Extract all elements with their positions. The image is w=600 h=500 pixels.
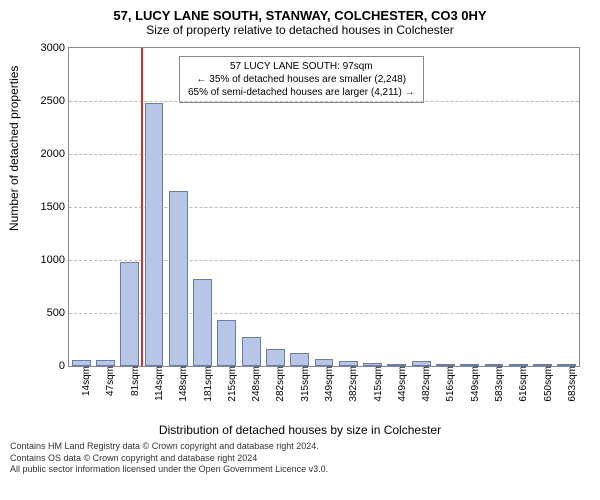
x-tick-label: 415sqm xyxy=(371,366,384,402)
histogram-bar xyxy=(315,359,334,366)
histogram-bar xyxy=(145,103,164,366)
x-tick-label: 683sqm xyxy=(565,366,578,402)
chart-title-line1: 57, LUCY LANE SOUTH, STANWAY, COLCHESTER… xyxy=(10,8,590,23)
histogram-bar xyxy=(242,337,261,366)
gridline xyxy=(69,101,579,102)
x-tick-label: 616sqm xyxy=(516,366,529,402)
footer: Contains HM Land Registry data © Crown c… xyxy=(10,441,590,476)
chart-container: 57, LUCY LANE SOUTH, STANWAY, COLCHESTER… xyxy=(0,0,600,500)
x-tick-label: 516sqm xyxy=(443,366,456,402)
footer-line-2: Contains OS data © Crown copyright and d… xyxy=(10,453,590,465)
histogram-bar xyxy=(169,191,188,366)
info-line-3: 65% of semi-detached houses are larger (… xyxy=(188,86,415,99)
histogram-bar xyxy=(266,349,285,366)
footer-line-3: All public sector information licensed u… xyxy=(10,464,590,476)
y-tick-label: 500 xyxy=(47,307,69,319)
x-tick-label: 81sqm xyxy=(128,366,141,396)
x-tick-label: 382sqm xyxy=(346,366,359,402)
x-tick-label: 215sqm xyxy=(225,366,238,402)
x-tick-label: 282sqm xyxy=(273,366,286,402)
y-axis-label: Number of detached properties xyxy=(7,66,21,231)
x-tick-label: 650sqm xyxy=(541,366,554,402)
info-line-2: ← 35% of detached houses are smaller (2,… xyxy=(188,73,415,86)
info-box: 57 LUCY LANE SOUTH: 97sqm ← 35% of detac… xyxy=(179,56,424,103)
histogram-bar xyxy=(120,262,139,366)
histogram-bar xyxy=(290,353,309,366)
x-tick-label: 482sqm xyxy=(419,366,432,402)
x-tick-label: 47sqm xyxy=(103,366,116,396)
x-axis-label: Distribution of detached houses by size … xyxy=(10,423,590,437)
x-tick-label: 315sqm xyxy=(298,366,311,402)
plot-area: 57 LUCY LANE SOUTH: 97sqm ← 35% of detac… xyxy=(68,47,580,367)
footer-line-1: Contains HM Land Registry data © Crown c… xyxy=(10,441,590,453)
y-tick-label: 0 xyxy=(59,360,69,372)
y-tick-label: 1500 xyxy=(41,201,69,213)
x-tick-label: 248sqm xyxy=(249,366,262,402)
x-tick-label: 583sqm xyxy=(492,366,505,402)
x-tick-label: 148sqm xyxy=(176,366,189,402)
x-tick-label: 181sqm xyxy=(201,366,214,402)
x-tick-label: 14sqm xyxy=(79,366,92,396)
y-tick-label: 2500 xyxy=(41,95,69,107)
y-tick-label: 3000 xyxy=(41,42,69,54)
x-tick-label: 349sqm xyxy=(322,366,335,402)
x-tick-label: 549sqm xyxy=(468,366,481,402)
histogram-bar xyxy=(193,279,212,366)
chart-title-line2: Size of property relative to detached ho… xyxy=(10,23,590,37)
chart-area: Number of detached properties 57 LUCY LA… xyxy=(10,41,590,421)
x-tick-label: 114sqm xyxy=(152,366,165,401)
y-tick-label: 1000 xyxy=(41,254,69,266)
histogram-bar xyxy=(217,320,236,366)
info-line-1: 57 LUCY LANE SOUTH: 97sqm xyxy=(188,60,415,73)
x-tick-label: 449sqm xyxy=(395,366,408,402)
y-tick-label: 2000 xyxy=(41,148,69,160)
property-marker-line xyxy=(141,48,143,366)
